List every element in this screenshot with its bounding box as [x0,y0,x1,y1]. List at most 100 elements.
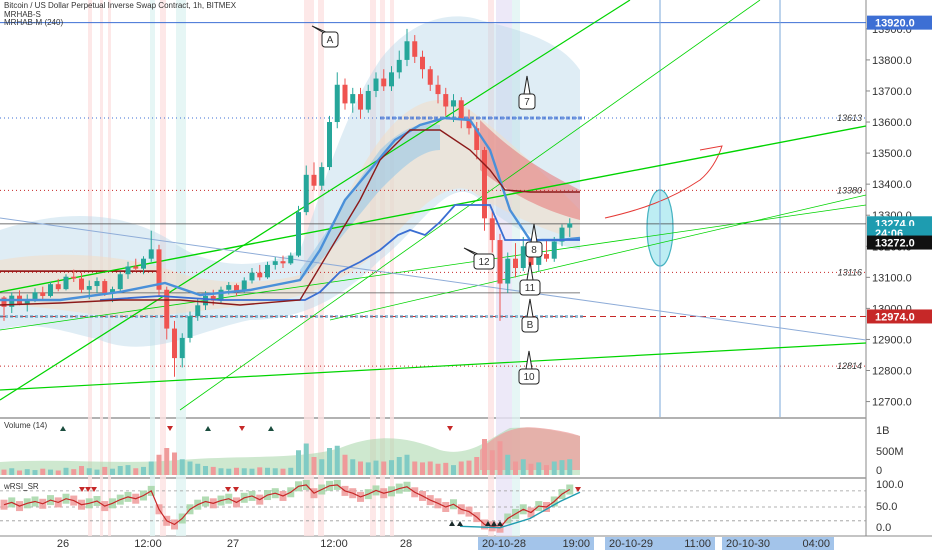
annotation-label: A [327,35,334,46]
annotation-box [518,368,540,385]
candle-body [412,41,418,57]
price-tick-label: 12700.0 [872,397,912,409]
volume-bar [513,461,518,475]
volume-bar [358,461,363,475]
rsi-signal [449,521,455,526]
candle-body [234,285,239,292]
volume-bar [203,466,208,475]
time-tag-date: 20-10-29 [609,538,653,550]
time-axis-labels: 2612:002712:00281220-10-2819:0020-10-291… [57,537,834,550]
volume-bar [218,468,224,475]
candle-body [241,280,247,292]
highlight-zone [380,0,385,536]
price-tag [867,235,932,250]
annotation-pointer [526,298,534,318]
price-tick-label: 12900.0 [872,334,912,346]
annotation-box [521,316,539,333]
indicator-label-s[interactable]: MRHAB-S [4,10,41,19]
volume-bar [24,469,30,475]
price-tick-label: 13500.0 [872,148,912,160]
volume-bar [334,445,340,475]
volume-bar [551,461,557,475]
blue-trend-line [0,217,867,341]
rsi-signal [575,487,581,492]
volume-signal [268,426,274,431]
rsi-pane-label[interactable]: wRSI_SR [4,482,39,491]
annotation-pointer [523,75,531,95]
volume-bar [117,466,123,475]
rsi-pane-bg [0,480,866,536]
volume-bar [420,462,425,475]
volume-signal [239,426,245,431]
annotation-pointer [530,223,538,243]
candle-body [458,100,464,119]
rsi-signal [497,521,503,526]
candle-body [327,122,332,168]
volume-bar [71,469,77,475]
level-label-13380: 13380 [837,185,862,195]
volume-bar [458,461,464,475]
highlight-zone [496,0,512,536]
candle-body [288,255,294,264]
candle-body [559,227,565,242]
rsi-signal-line [459,491,581,529]
annotation-box [525,241,543,258]
volume-bar [451,465,456,475]
trend-line [329,194,867,321]
time-tag-time: 19:00 [562,538,590,550]
volume-bar [55,470,61,475]
inner-cloud [0,100,580,317]
volume-bar [412,461,418,475]
price-axis-bg[interactable] [866,0,932,550]
annotation-box [519,279,541,296]
candle-body [79,278,84,290]
candle-body [505,258,511,284]
candle-body [427,69,433,85]
highlight-zone [176,0,186,536]
candle-body [451,100,456,107]
annotation-pointer [311,25,329,34]
volume-bar [505,454,511,475]
volume-bar [110,468,115,475]
candle-body [551,241,557,259]
rsi-signal [457,521,463,526]
volume-bar [342,454,348,475]
volume-pane-label[interactable]: Volume (14) [4,421,48,430]
time-label: 27 [227,538,239,550]
candle-body [373,78,379,91]
volume-bar [32,470,38,475]
annotation-11: 11 [519,261,541,296]
volume-bar [404,454,410,475]
candle-body [1,297,7,307]
candle-body [218,289,224,301]
rsi-signal [79,487,85,492]
candle-body [24,299,30,304]
time-tag-date: 20-10-28 [482,538,526,550]
volume-cloud [0,427,580,475]
annotation-box [518,93,536,110]
candle-body [226,285,232,290]
time-tag-time: 11:00 [684,538,711,550]
volume-bar [296,450,301,475]
volume-bar [172,452,177,475]
candle-body [141,258,146,269]
indicator-label-m[interactable]: MRHAB-M (240) [4,18,64,27]
candle-body [396,59,402,73]
candle-body [319,167,325,186]
candle-body [381,78,387,87]
volume-bar [435,463,441,475]
volume-bar [311,457,317,475]
highlight-zone [370,0,376,536]
step-ma [99,204,580,301]
candle-body [342,84,348,104]
fast-ma [0,116,581,302]
volume-bar [466,460,472,475]
volume-signal [167,426,173,431]
price-axis-labels: 13900.013800.013700.013600.013500.013400… [866,15,932,534]
price-tag [867,309,932,324]
volume-bar [474,457,480,475]
volume-bar [373,460,379,475]
volume-bar [156,454,162,475]
